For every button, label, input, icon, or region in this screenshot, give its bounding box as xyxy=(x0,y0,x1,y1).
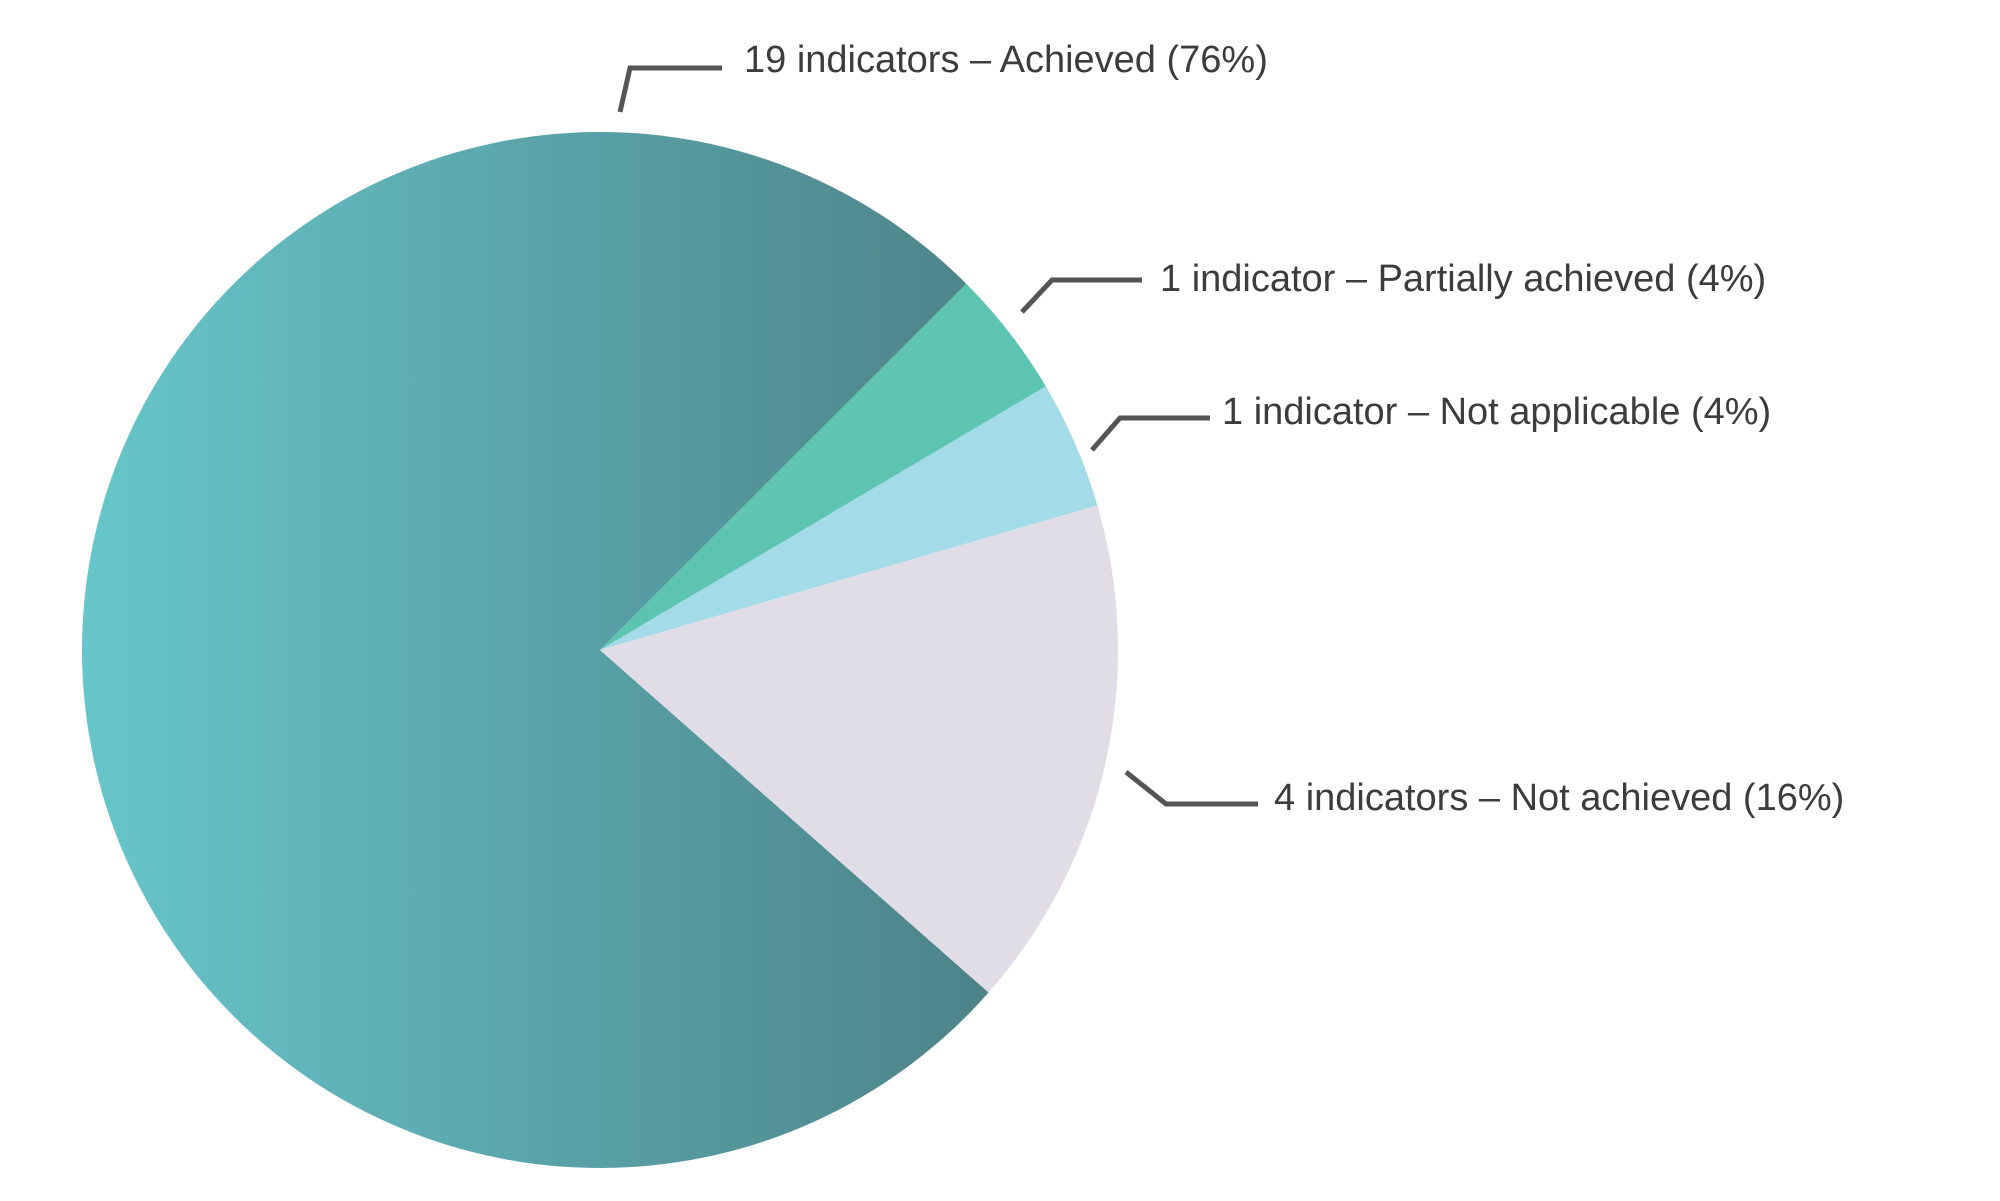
slice-label-not-achieved: 4 indicators – Not achieved (16%) xyxy=(1274,777,1844,819)
slice-labels: 19 indicators – Achieved (76%) 1 indicato… xyxy=(744,39,1844,819)
slice-label-achieved: 19 indicators – Achieved (76%) xyxy=(744,39,1268,81)
leader-line-achieved xyxy=(617,65,722,113)
leader-line-not-achieved xyxy=(1124,770,1258,807)
leader-line-not-applicable xyxy=(1090,415,1210,452)
pie-slice-not-achieved xyxy=(600,505,1118,993)
pie-slice-not-applicable xyxy=(600,386,1098,650)
slice-label-partially-achieved: 1 indicator – Partially achieved (4%) xyxy=(1160,258,1766,300)
pie-slices xyxy=(82,132,1118,1169)
leader-lines xyxy=(617,65,1258,807)
leader-line-partially-achieved xyxy=(1020,277,1142,314)
pie-slice-partially-achieved xyxy=(600,283,1046,650)
slice-label-not-applicable: 1 indicator – Not applicable (4%) xyxy=(1222,391,1771,433)
pie-slice-achieved xyxy=(82,132,989,1169)
